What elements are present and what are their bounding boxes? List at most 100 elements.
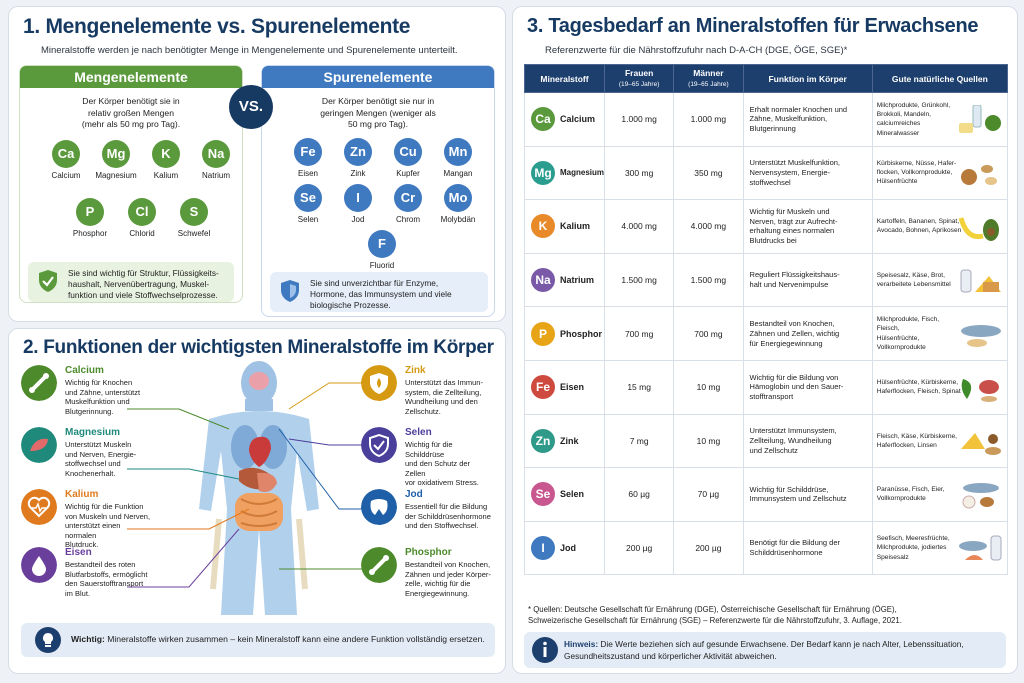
- mineral-symbol: Ca: [531, 107, 555, 132]
- section-2-panel: 2. Funktionen der wichtigsten Mineralsto…: [8, 328, 506, 674]
- mineral-cell: Fe Eisen: [523, 359, 606, 415]
- function-jod: Jod Essentiell für die Bildung der Schildd…: [361, 489, 491, 531]
- function-cell: Bestandteil von Knochen, Zähnen und Zelle…: [742, 306, 873, 361]
- mineral-name: Eisen: [560, 382, 585, 393]
- sources-cell: Hülsenfrüchte, Kürbiskerne, Haferflocken,…: [871, 359, 1009, 415]
- food-icon: [962, 483, 999, 509]
- function-name: Phosphor: [405, 547, 452, 558]
- element-name: Eisen: [297, 169, 318, 178]
- table-row: Se Selen 60 µg 70 µg Wichtig für Schilddrüse…: [523, 467, 1009, 522]
- function-name: Magnesium: [65, 427, 121, 438]
- section-1-subtitle: Mineralstoffe werden je nach benötigter …: [41, 45, 458, 56]
- function-cell: Unterstützt Muskelfunktion, Nervensystem,…: [742, 145, 873, 201]
- element-symbol: P: [76, 198, 104, 226]
- shield-icon: [281, 280, 299, 302]
- element-jod: I Jod: [328, 184, 388, 224]
- men-value: 10 mg: [673, 359, 744, 415]
- element-name: Mangan: [443, 169, 473, 178]
- function-phosphor: Phosphor Bestandteil von Knochen, Zähnen u…: [361, 547, 491, 598]
- function-cell: Wichtig für Schilddrüse, Immunsystem und …: [742, 467, 873, 522]
- function-name: Selen: [405, 427, 432, 438]
- mineral-symbol: Zn: [531, 428, 555, 453]
- function-magnesium: Magnesium Unterstützt Muskeln und Nerven, …: [21, 427, 151, 478]
- element-eisen: Fe Eisen: [278, 138, 338, 178]
- mineral-name: Selen: [560, 489, 585, 500]
- food-icon: [961, 164, 997, 185]
- element-chrom: Cr Chrom: [378, 184, 438, 224]
- element-name: Phosphor: [72, 229, 108, 238]
- table-row: Mg Magnesium 300 mg 350 mg Unterstützt Muske…: [523, 145, 1009, 201]
- men-value: 200 µg: [673, 520, 744, 576]
- trace-title: Spurenelemente: [262, 66, 494, 88]
- element-chlorid: Cl Chlorid: [112, 198, 172, 238]
- function-cell: Unterstützt Immunsystem, Zellteilung, Wun…: [742, 413, 873, 469]
- mineral-name: Calcium: [560, 114, 596, 125]
- women-value: 1.000 mg: [604, 92, 675, 147]
- element-symbol: Ca: [52, 140, 80, 168]
- mineral-symbol: Fe: [531, 375, 555, 400]
- phosphor-function-icon: [361, 547, 397, 583]
- calcium-function-icon: [21, 365, 57, 401]
- info-icon: [532, 637, 558, 663]
- trace-column: Spurenelemente Der Körper benötigt sie n…: [261, 65, 495, 317]
- mineral-symbol: Na: [531, 268, 555, 293]
- element-name: Schwefel: [177, 229, 211, 238]
- element-molybdän: Mo Molybdän: [428, 184, 488, 224]
- element-magnesium: Mg Magnesium: [86, 140, 146, 180]
- food-icon: [961, 432, 1001, 455]
- element-name: Selen: [297, 215, 319, 224]
- element-name: Kupfer: [396, 169, 420, 178]
- hint-box: Hinweis: Die Werte beziehen sich auf ges…: [524, 632, 1006, 668]
- mineral-cell: K Kalium: [523, 199, 606, 254]
- sources-cell: Milchprodukte, Fisch, Fleisch, Hülsenfrüc…: [871, 306, 1009, 361]
- section-3-subtitle: Referenzwerte für die Nährstoffzufuhr na…: [545, 45, 848, 56]
- mineral-symbol: P: [531, 321, 555, 346]
- element-symbol: Mg: [102, 140, 130, 168]
- element-name: Molybdän: [440, 215, 476, 224]
- zink-function-icon: [361, 365, 397, 401]
- section-2-title: 2. Funktionen der wichtigsten Mineralsto…: [23, 337, 494, 358]
- section-3-title: 3. Tagesbedarf an Mineralstoffen für Erw…: [527, 15, 979, 37]
- element-fluorid: F Fluorid: [352, 230, 412, 270]
- human-body-illustration: [199, 361, 319, 615]
- food-icon: [961, 325, 1001, 348]
- element-symbol: Cu: [394, 138, 422, 166]
- sources-cell: Fleisch, Käse, Kürbiskerne, Haferflocken,…: [871, 413, 1009, 469]
- element-symbol: K: [152, 140, 180, 168]
- element-mangan: Mn Mangan: [428, 138, 488, 178]
- trace-desc: Der Körper benötigt sie nur in geringen M…: [320, 96, 436, 129]
- women-value: 15 mg: [604, 359, 675, 415]
- element-symbol: Cl: [128, 198, 156, 226]
- function-zink: Zink Unterstützt das Immun-system, die Ze…: [361, 365, 491, 416]
- function-desc: Bestandteil von Knochen, Zähnen und jeder…: [405, 560, 491, 598]
- sources-cell: Milchprodukte, Grünkohl, Brokkoli, Mandel…: [871, 92, 1009, 147]
- function-desc: Bestandteil des roten Blutfarbstoffs, erm…: [65, 560, 148, 598]
- function-name: Jod: [405, 489, 423, 500]
- function-desc: Essentiell für die Bildung der Schilddrüs…: [405, 502, 491, 531]
- women-value: 60 µg: [604, 467, 675, 522]
- mineral-name: Jod: [560, 543, 577, 554]
- mineral-name: Kalium: [560, 221, 591, 232]
- function-name: Calcium: [65, 365, 104, 376]
- function-desc: Unterstützt Muskeln und Nerven, Energie-s…: [65, 440, 137, 478]
- element-symbol: Na: [202, 140, 230, 168]
- women-value: 300 mg: [604, 145, 675, 201]
- element-name: Zink: [350, 169, 366, 178]
- men-value: 1.000 mg: [673, 92, 744, 147]
- mineral-cell: Ca Calcium: [523, 92, 606, 147]
- element-symbol: F: [368, 230, 396, 258]
- men-value: 1.500 mg: [673, 252, 744, 308]
- element-symbol: Se: [294, 184, 322, 212]
- table-row: P Phosphor 700 mg 700 mg Bestandteil von Kno…: [523, 306, 1009, 361]
- mineral-symbol: Se: [531, 482, 555, 507]
- function-kalium: Kalium Wichtig für die Funktion von Muskel…: [21, 489, 151, 550]
- function-name: Kalium: [65, 489, 99, 500]
- element-symbol: I: [344, 184, 372, 212]
- vs-badge: VS.: [229, 85, 273, 129]
- col-mineral: Mineralstoff: [523, 64, 606, 93]
- element-name: Jod: [351, 215, 365, 224]
- col-sources: Gute natürliche Quellen: [871, 64, 1009, 93]
- mineral-name: Natrium: [560, 275, 595, 286]
- element-symbol: S: [180, 198, 208, 226]
- tip-text: Mineralstoffe wirken zusammen – kein Min…: [104, 634, 485, 644]
